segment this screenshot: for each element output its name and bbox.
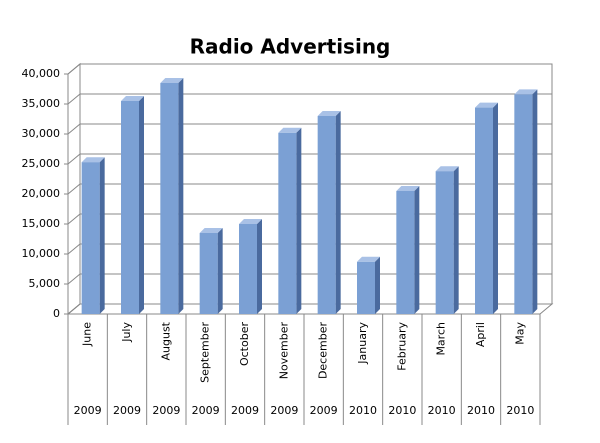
- bar-side: [493, 102, 498, 314]
- bar-side: [217, 228, 223, 314]
- bar: [357, 261, 375, 314]
- x-tick-label: February: [395, 322, 408, 371]
- x-tick-label: August: [159, 321, 172, 360]
- bar-top: [357, 256, 380, 262]
- bar-top: [239, 219, 262, 224]
- x-tick-label: November: [277, 322, 290, 380]
- bar-top: [317, 111, 341, 116]
- bar-side: [257, 219, 262, 314]
- x-group-label: 2010: [388, 404, 416, 417]
- x-tick-label: May: [513, 322, 526, 345]
- bar: [435, 171, 454, 314]
- grid-line: [67, 63, 552, 75]
- y-tick-label: 15,000: [22, 217, 61, 230]
- x-group-label: 2010: [467, 404, 495, 417]
- x-tick-label: April: [474, 322, 487, 347]
- x-tick-label: June: [81, 322, 94, 347]
- grid-line: [67, 243, 552, 255]
- x-tick-label: March: [435, 322, 448, 356]
- bar-side: [375, 256, 380, 314]
- x-group-label: 2009: [152, 404, 180, 417]
- grid-line: [67, 273, 552, 285]
- y-tick-label: 35,000: [22, 97, 61, 110]
- x-group-label: 2009: [113, 404, 141, 417]
- x-group-label: 2009: [231, 404, 259, 417]
- x-group-label: 2010: [428, 404, 456, 417]
- x-tick-label: July: [120, 322, 133, 343]
- x-tick-label: September: [199, 322, 212, 383]
- grid-line: [67, 123, 552, 135]
- bar: [396, 191, 415, 314]
- bar-top: [396, 186, 420, 191]
- x-group-label: 2009: [192, 404, 220, 417]
- x-group-label: 2009: [270, 404, 298, 417]
- y-tick-label: 20,000: [22, 187, 61, 200]
- bar: [475, 107, 493, 314]
- x-group-label: 2010: [349, 404, 377, 417]
- bar: [239, 224, 257, 314]
- bar-top: [514, 89, 538, 95]
- bar-side: [139, 96, 144, 314]
- grid-line: [67, 213, 552, 225]
- y-tick-label: 0: [53, 307, 60, 320]
- x-group-label: 2009: [74, 404, 102, 417]
- bar-top: [160, 78, 184, 83]
- bar: [514, 94, 533, 315]
- bar-side: [414, 186, 420, 314]
- chart-title: Radio Advertising: [190, 35, 391, 59]
- bar-side: [453, 166, 459, 314]
- y-tick-label: 10,000: [22, 247, 61, 260]
- bar-side: [335, 111, 341, 314]
- bar-top: [278, 127, 302, 133]
- bar: [160, 83, 179, 314]
- bar: [121, 101, 139, 314]
- bar-top: [475, 102, 498, 108]
- bar-top: [121, 96, 144, 101]
- x-tick-label: December: [317, 322, 330, 380]
- x-group-label: 2009: [310, 404, 338, 417]
- bar: [278, 132, 297, 314]
- bar-side: [178, 78, 184, 314]
- bar-top: [81, 157, 105, 163]
- bar-top: [199, 228, 223, 233]
- grid-line: [67, 183, 552, 195]
- grid-line: [67, 303, 552, 315]
- y-tick-label: 5,000: [29, 277, 61, 290]
- x-tick-label: January: [356, 322, 369, 365]
- bar: [317, 116, 336, 314]
- bar-side: [296, 127, 302, 314]
- y-tick-label: 40,000: [22, 67, 61, 80]
- bar: [199, 233, 218, 314]
- bar-top: [435, 166, 459, 172]
- bar-side: [532, 89, 538, 315]
- x-tick-label: October: [238, 322, 251, 366]
- x-group-label: 2010: [506, 404, 534, 417]
- y-tick-label: 30,000: [22, 127, 61, 140]
- grid-line: [67, 153, 552, 165]
- grid-line: [67, 93, 552, 105]
- bar: [81, 162, 100, 314]
- bar-side: [99, 157, 105, 314]
- y-tick-label: 25,000: [22, 157, 61, 170]
